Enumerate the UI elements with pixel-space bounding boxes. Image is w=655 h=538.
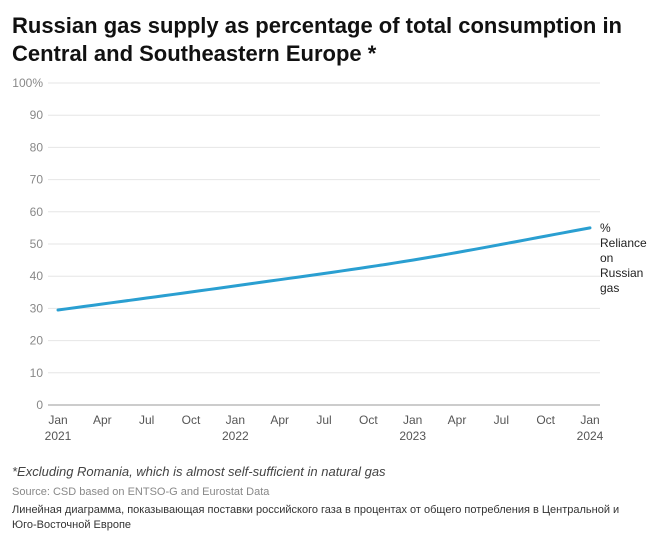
x-tick-year-label: 2024 (577, 429, 604, 443)
x-tick-label: Jul (494, 413, 509, 427)
x-tick-label: Jul (139, 413, 154, 427)
series-label: % (600, 221, 611, 235)
x-tick-label: Oct (359, 413, 378, 427)
series-label: Reliance (600, 236, 647, 250)
y-tick-label: 20 (30, 334, 44, 348)
chart-title: Russian gas supply as percentage of tota… (12, 13, 622, 66)
y-axis-ticks: 0 10 20 30 40 50 60 70 80 90 100% (12, 76, 43, 412)
series-line (56, 226, 592, 312)
footnote: *Excluding Romania, which is almost self… (12, 464, 386, 479)
grid-lines (48, 82, 600, 406)
series-label: gas (600, 281, 619, 295)
x-tick-label: Apr (270, 413, 289, 427)
x-tick-label: Jan (48, 413, 67, 427)
y-tick-label: 90 (30, 108, 44, 122)
x-tick-label: Apr (93, 413, 112, 427)
y-tick-label: 30 (30, 301, 44, 315)
y-tick-label: 40 (30, 269, 44, 283)
x-tick-label: Jan (226, 413, 245, 427)
y-tick-label: 70 (30, 173, 44, 187)
y-tick-label: 0 (36, 398, 43, 412)
x-tick-label: Oct (182, 413, 201, 427)
x-tick-label: Jan (580, 413, 599, 427)
y-tick-label: 50 (30, 237, 44, 251)
x-tick-label: Oct (536, 413, 555, 427)
y-tick-label: 10 (30, 366, 44, 380)
x-tick-year-label: 2022 (222, 429, 249, 443)
y-tick-label: 80 (30, 140, 44, 154)
x-tick-year-label: 2023 (399, 429, 426, 443)
series-label: on (600, 251, 613, 265)
chart-description: Линейная диаграмма, показывающая поставк… (12, 504, 620, 531)
y-tick-label: 100% (12, 76, 43, 90)
source-note: Source: CSD based on ENTSO-G and Eurosta… (12, 486, 270, 498)
y-tick-label: 60 (30, 205, 44, 219)
series-label: Russian (600, 266, 643, 280)
x-tick-label: Jan (403, 413, 422, 427)
x-tick-label: Apr (448, 413, 467, 427)
x-tick-label: Jul (316, 413, 331, 427)
x-axis-ticks: Jan 2021 Apr Jul Oct Jan 2022 Apr Jul Oct Jan 2023 A… (45, 413, 604, 443)
x-tick-year-label: 2021 (45, 429, 72, 443)
line-chart: 0 10 20 30 40 50 60 70 80 90 100% Jan 2021 Apr Jul Oct… (12, 76, 647, 443)
